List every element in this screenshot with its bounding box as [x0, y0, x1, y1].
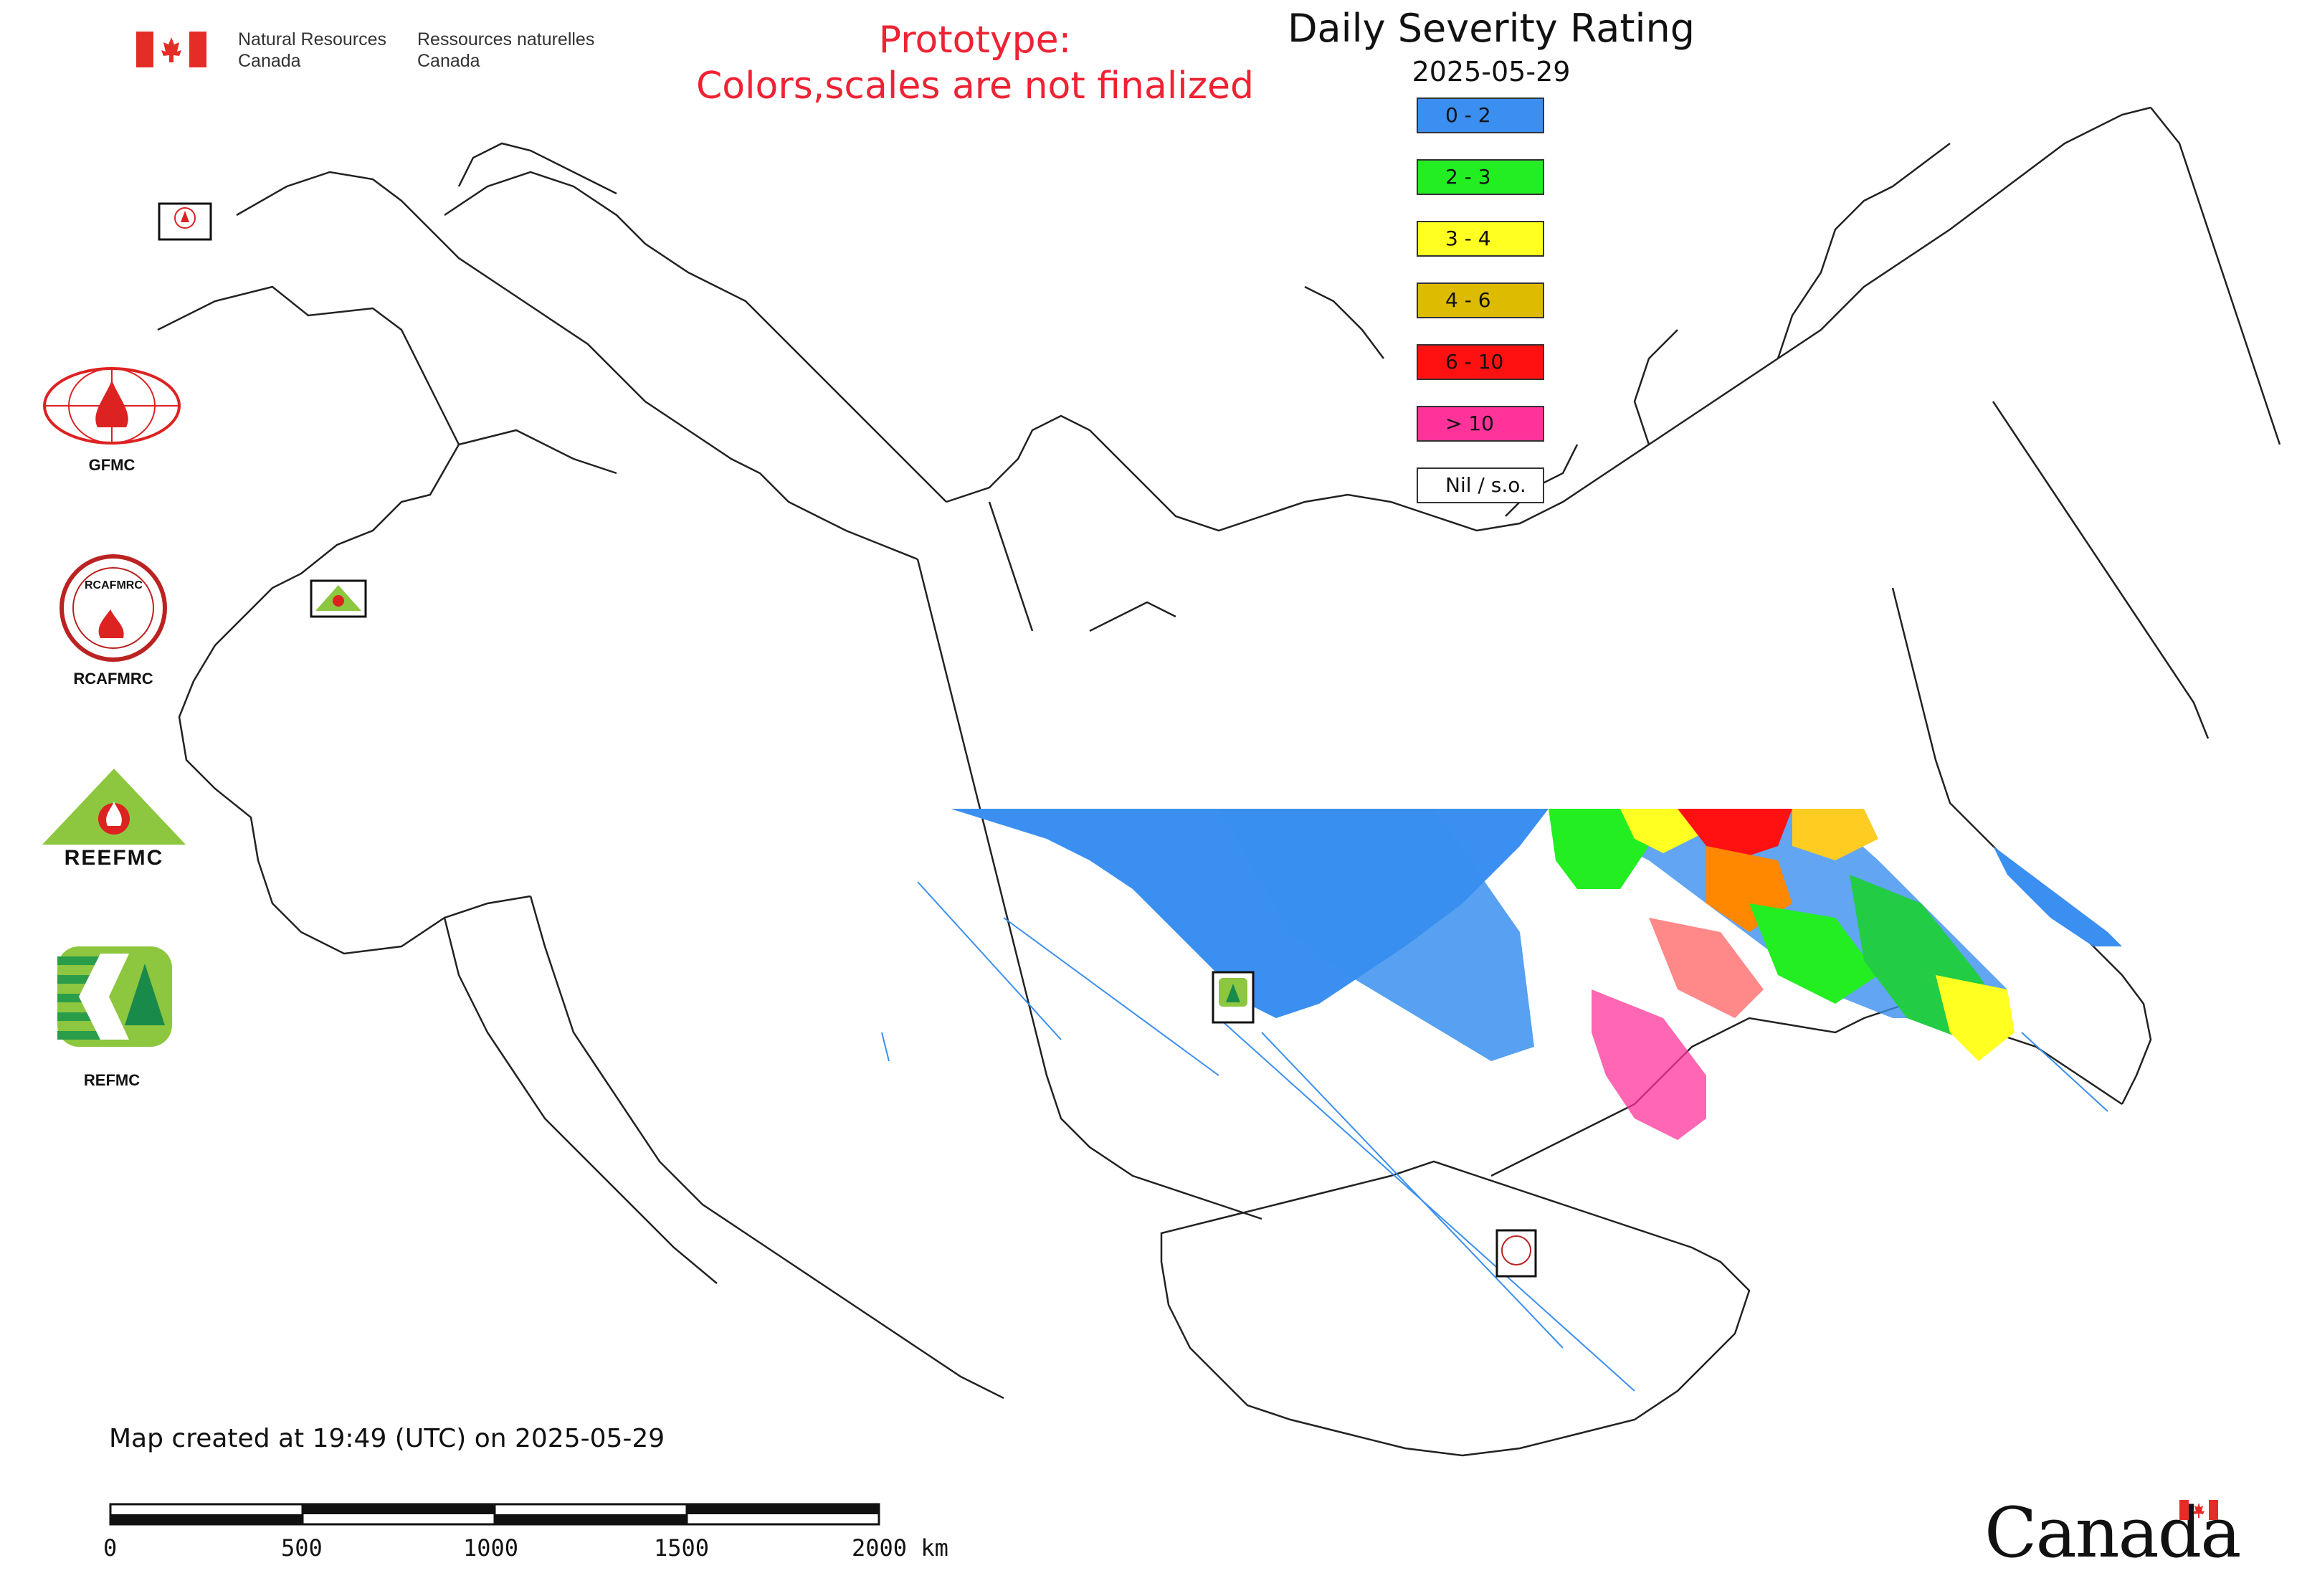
scale-label-1500: 1500 [654, 1534, 710, 1562]
gfmc-logo [43, 367, 181, 445]
country-borders [157, 106, 2281, 1457]
legend-item-6-10: 6 - 10 [1417, 344, 1544, 380]
canada-flag-icon [136, 32, 206, 67]
reefmc-logo [42, 769, 186, 845]
rcafmrc-label: RCAFMRC [73, 670, 153, 688]
scale-label-2000: 2000 km [852, 1534, 948, 1562]
legend-item-2-3: 2 - 3 [1417, 159, 1544, 195]
refmc-label: REFMC [83, 1071, 141, 1089]
map-marker-refmc [1212, 971, 1255, 1024]
legend-item-0-2: 0 - 2 [1417, 98, 1544, 133]
rcafmrc-logo-text: RCAFMRC [85, 579, 143, 592]
scale-label-500: 500 [281, 1534, 323, 1562]
reefmc-logo-text: REEFMC [64, 846, 164, 870]
map-marker-gfmc [158, 202, 212, 241]
legend-item-3-4: 3 - 4 [1417, 221, 1544, 257]
gfmc-label: GFMC [88, 456, 135, 474]
legend-item-nil: Nil / s.o. [1417, 467, 1544, 503]
rcafmrc-logo [60, 554, 167, 662]
creation-timestamp: Map created at 19:49 (UTC) on 2025-05-29 [109, 1424, 665, 1453]
wordmark-flag-icon [2179, 1500, 2218, 1520]
agency-name-fr: Ressources naturelles Canada [417, 29, 595, 71]
legend: 0 - 2 2 - 3 3 - 4 4 - 6 6 - 10 > 10 Nil … [1417, 98, 1544, 529]
scale-label-1000: 1000 [463, 1534, 519, 1562]
scale-bar [109, 1503, 880, 1526]
refmc-logo [57, 946, 172, 1047]
dsr-raster [881, 809, 2122, 1392]
map-marker-rcafmrc [1495, 1229, 1537, 1278]
map-marker-reefmc [310, 579, 367, 618]
map-date: 2025-05-29 [1412, 56, 1571, 87]
prototype-notice: Prototype: Colors,scales are not finaliz… [695, 19, 1255, 108]
legend-item-gt-10: > 10 [1417, 406, 1544, 442]
scale-label-0: 0 [103, 1534, 118, 1562]
agency-name-en: Natural Resources Canada [238, 29, 387, 71]
legend-item-4-6: 4 - 6 [1417, 282, 1544, 318]
map-title: Daily Severity Rating [1287, 6, 1695, 51]
